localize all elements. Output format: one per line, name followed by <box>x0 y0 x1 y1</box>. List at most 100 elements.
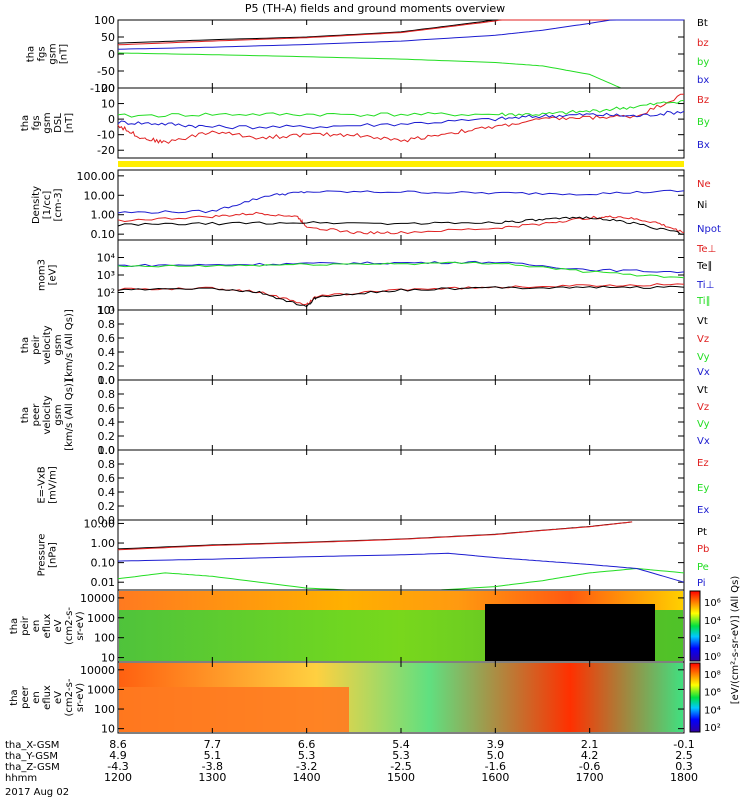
x-axis-value: 5.0 <box>487 749 505 762</box>
y-tick-label: 10² <box>97 287 115 300</box>
y-axis-label: [cm-3] <box>53 188 64 221</box>
y-axis-label: [nT] <box>64 113 75 133</box>
x-axis-value: -2.5 <box>390 760 411 773</box>
y-axis-label: tha <box>9 689 20 705</box>
series-line-By <box>117 99 685 118</box>
legend-entry: Ez <box>697 458 709 469</box>
legend-entry: bz <box>697 38 709 49</box>
y-tick-label: 100.00 <box>77 170 116 183</box>
y-axis-label: fgs <box>31 115 42 130</box>
colorbar <box>689 590 701 662</box>
panel-frame <box>117 379 685 451</box>
panel-peir_velocity: tha peir velocity gsm [km/s (All Qs)] 1.00.80… <box>20 304 710 387</box>
series-line-bz <box>117 19 684 46</box>
series-line-Te∥ <box>117 285 685 308</box>
y-axis-label: peer <box>31 403 42 427</box>
y-axis-label: peer <box>20 685 31 709</box>
x-axis-annotation: tha_X-GSM 8.6 7.7 6.6 5.4 3.9 2.1 -0.1 tha_Y-GSM… <box>5 738 698 784</box>
spectrogram-group <box>119 591 683 732</box>
y-tick-label: 10³ <box>97 269 115 282</box>
y-tick-label: 0 <box>108 113 115 126</box>
y-axis-label: gsm <box>53 334 64 355</box>
y-tick-label: 10¹ <box>97 304 115 317</box>
legend-entry: Vt <box>697 316 708 327</box>
peer-spectrogram-low <box>119 687 349 732</box>
legend-entry: Vz <box>697 334 709 345</box>
x-axis-value: 3.9 <box>487 738 505 751</box>
colorbar-tick-label: 10⁴ <box>704 705 721 716</box>
y-tick-label: -20 <box>97 144 115 157</box>
colorbar-tick-label: 10⁴ <box>704 616 721 627</box>
legend-entry: Te⊥ <box>696 244 716 255</box>
y-axis-label: fgs <box>37 46 48 61</box>
panel-frame <box>117 19 685 89</box>
legend-entry: Pt <box>697 527 707 538</box>
y-tick-label: 0.8 <box>98 388 116 401</box>
y-axis-label: mom3 <box>37 259 48 291</box>
y-axis-label: [eV] <box>48 265 59 286</box>
panel-fgs_gsm: tha fgs gsm [nT] 100 50 0 -50 -100 Bt bz by bx <box>26 14 710 95</box>
date-label: 2017 Aug 02 <box>5 787 69 798</box>
y-tick-label: 0.6 <box>98 332 116 345</box>
legend-entry: Pe <box>697 562 709 573</box>
y-axis-label: peir <box>20 615 31 635</box>
y-axis-label: eflux <box>42 685 53 710</box>
series-line-Pt <box>117 521 633 550</box>
y-axis-label: Pressure <box>37 534 48 577</box>
y-axis-label: [mV/m] <box>48 466 59 504</box>
y-axis-label: [km/s (All Qs)] <box>64 379 75 451</box>
legend-entry: Ti∥ <box>696 296 711 307</box>
x-axis-value: 5.4 <box>392 738 410 751</box>
x-axis-value: 5.3 <box>392 749 410 762</box>
y-axis-label: sr-eV) <box>75 611 86 640</box>
series-line-bx <box>117 19 684 50</box>
y-tick-label: 0.2 <box>98 500 116 513</box>
legend-entry: Npot <box>697 224 721 235</box>
y-tick-label: -50 <box>97 65 115 78</box>
y-tick-label: 1.0 <box>98 444 116 457</box>
x-axis-value: 8.6 <box>109 738 127 751</box>
y-tick-label: 10.00 <box>84 517 116 530</box>
y-tick-label: 0.0 <box>98 374 116 387</box>
legend-entry: Vt <box>697 385 708 396</box>
x-axis-value: 6.6 <box>298 738 316 751</box>
legend-entry: Vy <box>697 419 710 430</box>
series-line-Pb <box>117 521 633 551</box>
y-tick-label: 20 <box>101 82 115 95</box>
x-axis-value: 5.3 <box>298 749 316 762</box>
x-axis-value: 1200 <box>104 771 132 784</box>
x-axis-value: 2.5 <box>675 749 693 762</box>
x-axis-value: 2.1 <box>581 738 599 751</box>
y-axis-label: velocity <box>42 325 53 364</box>
peir-spectrogram-void <box>485 604 655 661</box>
series-line-Ni <box>117 216 685 235</box>
y-axis-label: Density <box>31 186 42 224</box>
legend-entry: Vx <box>697 367 710 378</box>
panel-fgs_gsm_dsl: tha fgs gsm DSL [nT] 20 10 0 -10 -20 Bz By Bx <box>20 82 710 159</box>
series-line-Npot <box>117 189 685 214</box>
x-axis-value: -4.3 <box>107 760 128 773</box>
x-axis-row-label: tha_Y-GSM <box>5 751 58 762</box>
y-axis-label: peir <box>31 334 42 354</box>
legend-entry: Ti⊥ <box>696 280 714 291</box>
y-axis-label: tha <box>26 46 37 62</box>
x-axis-value: 4.2 <box>581 749 599 762</box>
y-axis-label: gsm <box>42 112 53 133</box>
y-axis-label: E=-VxB <box>37 466 48 503</box>
y-tick-label: 0.2 <box>98 430 116 443</box>
series-line-Ti⊥ <box>117 260 685 274</box>
x-axis-value: -0.6 <box>579 760 600 773</box>
colorbar-tick-label: 10⁶ <box>704 598 721 609</box>
colorbar <box>689 662 701 733</box>
legend-entry: Ne <box>697 179 711 190</box>
y-tick-label: 0.2 <box>98 360 116 373</box>
x-axis-value: 1800 <box>670 771 698 784</box>
y-tick-label: 10.00 <box>84 189 116 202</box>
y-tick-label: 10 <box>101 723 115 736</box>
panel-pressure: Pressure [nPa] 10.00 1.00 0.10 0.01 Pt Pb Pe Pi <box>37 517 709 591</box>
x-axis-value: 5.1 <box>204 749 222 762</box>
x-axis-value: -1.6 <box>485 760 506 773</box>
series-line-Pi <box>117 552 685 583</box>
y-tick-label: 0.6 <box>98 402 116 415</box>
series-line-Ne <box>117 211 685 235</box>
